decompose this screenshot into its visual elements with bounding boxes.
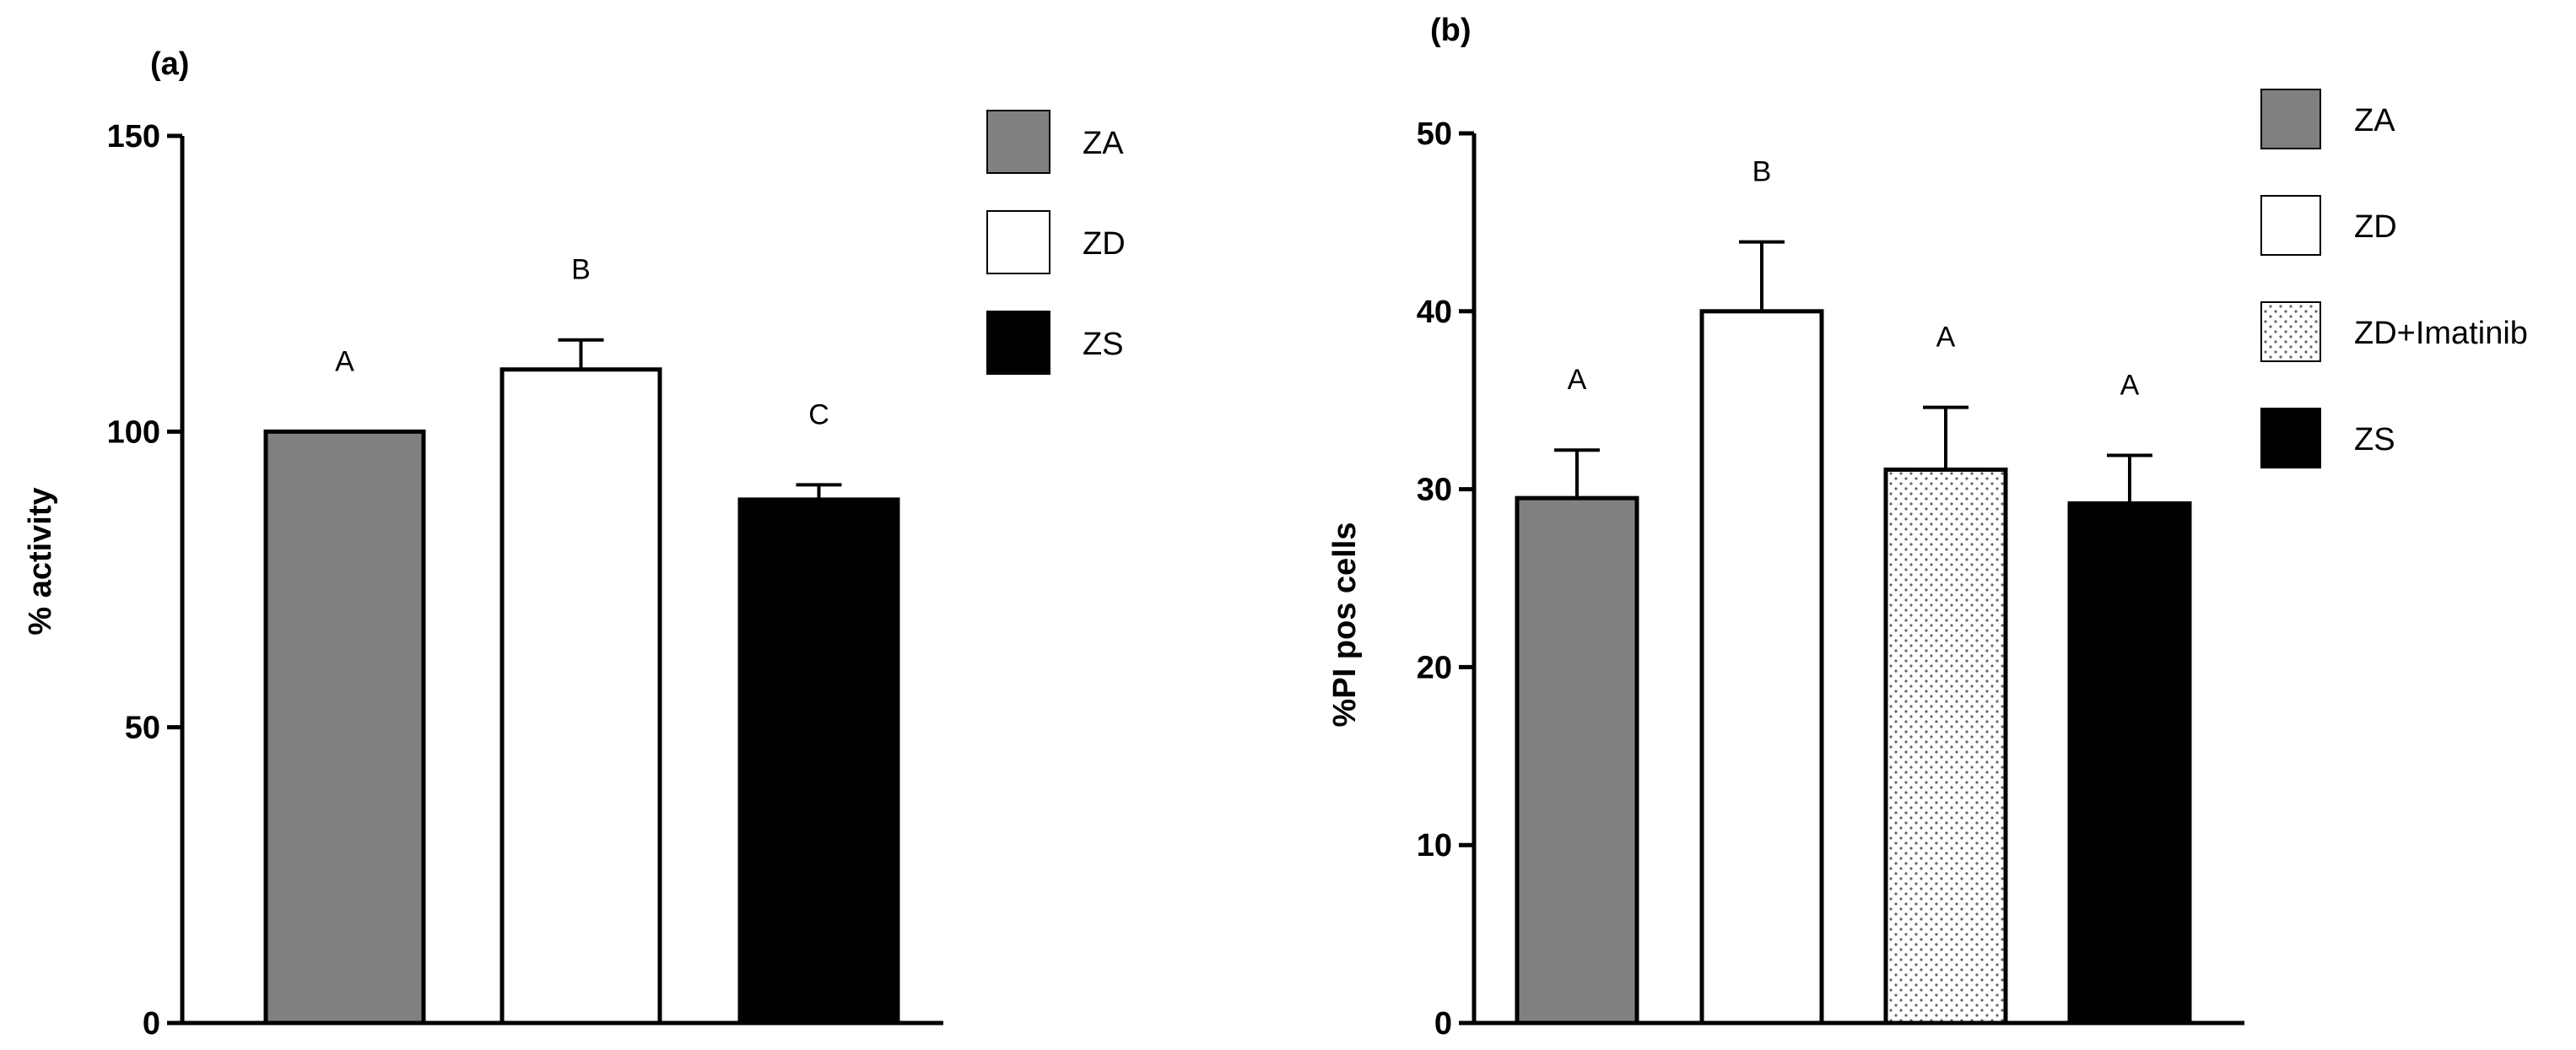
panel-a-y-axis-label: % activity: [23, 487, 58, 635]
y-tick-label: 50: [125, 711, 160, 746]
legend-label-zs: ZS: [2354, 422, 2395, 457]
legend-swatch-zd: [986, 210, 1050, 274]
legend-swatch-za: [986, 110, 1050, 174]
legend-label-zd-imatinib: ZD+Imatinib: [2354, 316, 2528, 351]
bar-zs: [2067, 501, 2192, 1026]
y-tick-label: 10: [1417, 828, 1452, 863]
bar-zd: [1699, 309, 1824, 1026]
significance-letter-zd: B: [571, 254, 591, 286]
panel-b-y-axis-label: %PI pos cells: [1327, 522, 1363, 728]
bar-zd-imatinib: [1883, 467, 2008, 1026]
legend-label-zs: ZS: [1083, 327, 1124, 362]
y-tick-label: 20: [1417, 650, 1452, 685]
legend-swatch-zd-imatinib: [2260, 301, 2321, 362]
panel-a-y-ticks: 0 50 100 150: [107, 119, 182, 1042]
legend-swatch-zs: [2260, 408, 2321, 468]
y-tick-label: 30: [1417, 473, 1452, 508]
y-tick-label: 150: [107, 119, 160, 154]
significance-letter-zd-imatinib: A: [1936, 322, 1956, 354]
significance-letter-zd: B: [1752, 156, 1772, 188]
significance-letter-za: A: [1568, 364, 1587, 396]
panel-a-legend: ZA ZD ZS: [986, 110, 1126, 375]
panel-b-label: (b): [1430, 13, 1472, 48]
legend-swatch-zs: [986, 311, 1050, 375]
y-tick-label: 50: [1417, 116, 1452, 152]
significance-letter-za: A: [335, 345, 354, 377]
legend-label-zd: ZD: [2354, 209, 2397, 245]
significance-letter-zs: A: [2120, 370, 2140, 402]
panel-b-y-ticks: 0 10 20 30 40 50: [1417, 116, 1474, 1042]
bar-za: [263, 429, 426, 1026]
significance-letter-zs: C: [808, 398, 829, 430]
y-tick-label: 100: [107, 414, 160, 450]
panel-a: (a) % activity 0 50 100 150 A B C ZA ZD ZS: [23, 46, 1126, 1042]
legend-label-za: ZA: [2354, 103, 2395, 138]
legend-swatch-za: [2260, 89, 2321, 149]
panel-b-legend: ZA ZD ZD+Imatinib ZS: [2260, 89, 2528, 468]
y-tick-label: 0: [1434, 1006, 1452, 1042]
bar-zd: [500, 367, 662, 1026]
panel-a-label: (a): [150, 46, 189, 82]
panel-b-bars: A B A A: [1515, 156, 2192, 1026]
legend-label-za: ZA: [1083, 126, 1124, 161]
y-tick-label: 40: [1417, 295, 1452, 330]
panel-a-bars: A B C: [263, 254, 900, 1026]
bar-zs: [737, 497, 900, 1026]
legend-label-zd: ZD: [1083, 226, 1126, 262]
legend-swatch-zd: [2260, 195, 2321, 256]
bar-za: [1515, 495, 1639, 1026]
y-tick-label: 0: [143, 1006, 160, 1042]
